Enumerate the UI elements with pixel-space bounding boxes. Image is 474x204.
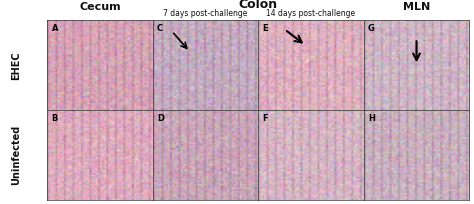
Text: 14 days post-challenge: 14 days post-challenge (266, 9, 356, 18)
Text: EHEC: EHEC (11, 51, 22, 80)
Text: C: C (157, 24, 163, 33)
Text: A: A (52, 24, 58, 33)
Text: Uninfected: Uninfected (11, 125, 22, 185)
Text: F: F (263, 114, 268, 123)
Text: D: D (157, 114, 164, 123)
Text: MLN: MLN (403, 2, 430, 12)
Text: 7 days post-challenge: 7 days post-challenge (164, 9, 248, 18)
Text: Cecum: Cecum (79, 2, 121, 12)
Text: G: G (368, 24, 375, 33)
Text: Colon: Colon (239, 0, 278, 11)
Text: B: B (52, 114, 58, 123)
Text: H: H (368, 114, 375, 123)
Text: E: E (263, 24, 268, 33)
